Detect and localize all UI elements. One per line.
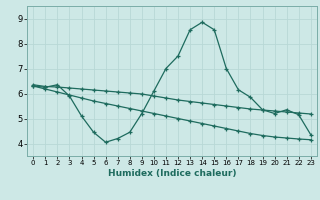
X-axis label: Humidex (Indice chaleur): Humidex (Indice chaleur) [108, 169, 236, 178]
